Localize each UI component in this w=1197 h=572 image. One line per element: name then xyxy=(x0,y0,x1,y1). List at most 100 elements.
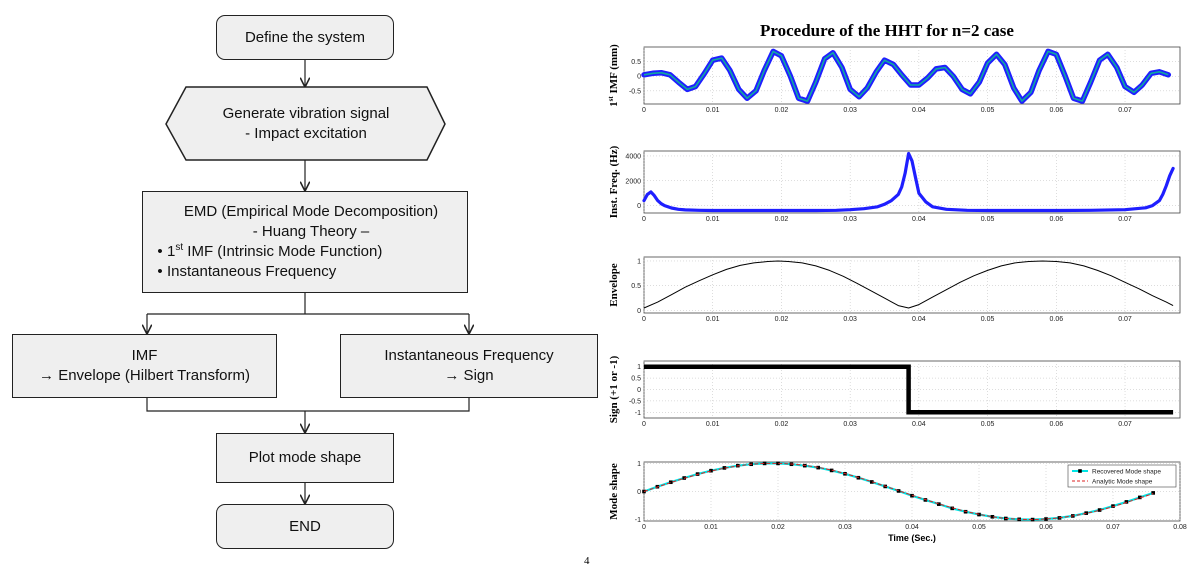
sign-ytick-label: 0 xyxy=(637,387,641,394)
freq-ytick-label: 4000 xyxy=(625,153,641,160)
freq-xtick-label: 0.04 xyxy=(912,216,926,223)
envelope-ytick-label: 0 xyxy=(637,308,641,315)
mode-xtick-label: 0.07 xyxy=(1106,524,1120,531)
imf-ylabel-sup: st xyxy=(607,96,615,102)
recovered-marker xyxy=(776,461,780,466)
emd-bullet-freq: Instantaneous Frequency xyxy=(155,262,336,282)
sign-xtick-label: 0.03 xyxy=(843,421,857,428)
end-label: END xyxy=(289,517,321,535)
inst-line2: → Sign xyxy=(444,367,494,384)
imf-line1: IMF xyxy=(131,347,158,364)
imf-line2: → Envelope (Hilbert Transform) xyxy=(39,367,250,384)
panel-imf: 0 0.01 0.02 0.03 0.04 0.05 0.06 0.07 -0.5 0 0.5 1st… xyxy=(607,44,1181,114)
recovered-marker xyxy=(870,480,874,484)
generate-hexagon xyxy=(165,86,446,161)
generate-signal-box: Generate vibration signal - Impact excit… xyxy=(180,92,432,156)
legend-analytic-label: Analytic Mode shape xyxy=(1092,479,1153,486)
panel-sign: 0 0.01 0.02 0.03 0.04 0.05 0.06 0.07 -1 -0.5 0 0.5 1… xyxy=(608,355,1181,428)
sign-ylabel: Sign (+1 or -1) xyxy=(608,355,620,423)
envelope-xtick-label: 0.06 xyxy=(1049,316,1063,323)
envelope-ytick-label: 1 xyxy=(637,258,641,265)
mode-xtick-label: 0.05 xyxy=(972,524,986,531)
generate-line1: Generate vibration signal xyxy=(222,105,390,122)
end-box: END xyxy=(216,504,394,549)
mode-xtick-label: 0 xyxy=(642,524,646,531)
freq-xtick-label: 0.01 xyxy=(706,216,720,223)
imf-ytick-label: 0 xyxy=(637,74,641,81)
mode-ytick-label: -1 xyxy=(635,517,641,524)
sign-xtick-label: 0.04 xyxy=(912,421,926,428)
sign-xtick-label: 0.06 xyxy=(1049,421,1063,428)
envelope-axes-frame xyxy=(643,256,1181,314)
recovered-marker xyxy=(1124,500,1129,504)
envelope-xtick-label: 0.04 xyxy=(912,316,926,323)
envelope-ylabel: Envelope xyxy=(608,263,620,307)
define-system-box: Define the system xyxy=(216,15,394,60)
emd-line1: EMD (Empirical Mode Decomposition) xyxy=(183,203,439,220)
recovered-marker xyxy=(722,466,727,470)
mode-xtick-label: 0.02 xyxy=(771,524,785,531)
sign-ytick-label: 0.5 xyxy=(631,376,641,383)
mode-xtick-label: 0.08 xyxy=(1173,524,1187,531)
sign-ytick-label: 1 xyxy=(637,364,641,371)
emd-box: EMD (Empirical Mode Decomposition) - Hua… xyxy=(142,191,468,293)
imf-xtick-label: 0.04 xyxy=(912,107,926,114)
freq-xtick-label: 0.02 xyxy=(775,216,789,223)
envelope-xtick-label: 0.03 xyxy=(843,316,857,323)
define-system-label: Define the system xyxy=(244,28,366,46)
plot-mode-box: Plot mode shape xyxy=(216,433,394,483)
mode-ytick-label: 1 xyxy=(637,461,641,468)
imf-xtick-label: 0.07 xyxy=(1118,107,1132,114)
imf-envelope-box: IMF → Envelope (Hilbert Transform) xyxy=(12,334,277,398)
freq-xtick-label: 0.06 xyxy=(1049,216,1063,223)
mode-xtick-label: 0.03 xyxy=(838,524,852,531)
legend-recovered-label: Recovered Mode shape xyxy=(1092,469,1161,476)
imf-ytick-label: 0.5 xyxy=(631,59,641,66)
plot-mode-label: Plot mode shape xyxy=(248,449,362,466)
freq-xtick-label: 0.05 xyxy=(981,216,995,223)
sign-ytick-label: -0.5 xyxy=(629,398,641,405)
envelope-xtick-label: 0.05 xyxy=(981,316,995,323)
mode-xtick-label: 0.04 xyxy=(905,524,919,531)
imf-series-0-inner xyxy=(643,50,1169,102)
recovered-marker xyxy=(990,514,995,519)
flowchart-connectors xyxy=(0,60,600,572)
freq-xtick-label: 0.07 xyxy=(1118,216,1132,223)
recovered-marker xyxy=(762,461,767,466)
recovered-marker xyxy=(950,506,954,511)
freq-series-0 xyxy=(642,151,1175,213)
recovered-marker xyxy=(937,502,941,506)
mode-ylabel: Mode shape xyxy=(608,463,620,520)
recovered-marker xyxy=(709,468,713,473)
x-axis-label: Time (Sec.) xyxy=(888,533,936,543)
sign-xtick-label: 0.05 xyxy=(981,421,995,428)
recovered-marker xyxy=(816,465,820,470)
legend-recovered-marker xyxy=(1078,469,1082,473)
imf-xtick-label: 0.01 xyxy=(706,107,720,114)
panel-freq: 0 0.01 0.02 0.03 0.04 0.05 0.06 0.07 0 2000 4000 In… xyxy=(608,145,1181,223)
envelope-series-0 xyxy=(643,260,1174,309)
freq-xtick-label: 0.03 xyxy=(843,216,857,223)
freq-ylabel: Inst. Freq. (Hz) xyxy=(608,145,620,218)
panel-mode: 0 0.01 0.02 0.03 0.04 0.05 0.06 0.07 0.08-101Mod… xyxy=(608,461,1187,531)
mode-xtick-label: 0.01 xyxy=(704,524,718,531)
panel-envelope: 0 0.01 0.02 0.03 0.04 0.05 0.06 0.07 0 0.5 1 Envelo… xyxy=(608,256,1181,323)
mode-series-1-line xyxy=(643,462,1154,521)
imf-xtick-label: 0.02 xyxy=(775,107,789,114)
freq-ytick-label: 0 xyxy=(637,203,641,210)
mode-ytick-label: 0 xyxy=(637,489,641,496)
recovered-marker xyxy=(829,468,834,473)
sign-xtick-label: 0 xyxy=(642,421,646,428)
imf-ylabel: 1st IMF (mm) xyxy=(607,44,620,107)
imf-xtick-label: 0.03 xyxy=(843,107,857,114)
recovered-marker xyxy=(1044,517,1048,521)
emd-bullet-imf: 1st IMF (Intrinsic Mode Function) xyxy=(155,242,382,262)
inst-freq-sign-box: Instantaneous Frequency → Sign xyxy=(340,334,598,398)
sign-ytick-label: -1 xyxy=(635,410,641,417)
recovered-marker xyxy=(1151,491,1155,495)
sign-xtick-label: 0.01 xyxy=(706,421,720,428)
envelope-xtick-label: 0.02 xyxy=(775,316,789,323)
sign-xtick-label: 0.02 xyxy=(775,421,789,428)
emd-line2: - Huang Theory – xyxy=(252,223,370,240)
imf-ytick-label: -0.5 xyxy=(629,88,641,95)
